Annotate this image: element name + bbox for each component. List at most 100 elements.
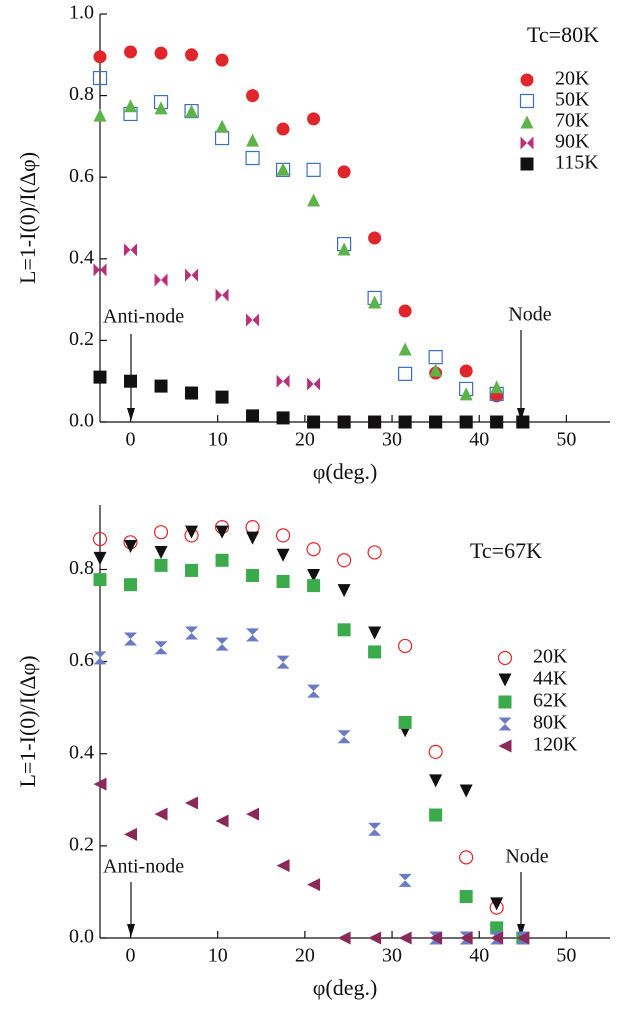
marker bbox=[368, 626, 382, 640]
marker bbox=[276, 574, 290, 588]
marker bbox=[154, 807, 168, 821]
marker bbox=[93, 263, 107, 277]
marker bbox=[154, 641, 168, 655]
marker bbox=[154, 273, 168, 287]
marker bbox=[154, 545, 168, 559]
arrow-head bbox=[517, 924, 525, 937]
marker bbox=[368, 931, 382, 945]
marker bbox=[337, 730, 351, 744]
marker bbox=[429, 415, 443, 429]
marker bbox=[245, 150, 260, 166]
marker bbox=[368, 295, 382, 309]
marker bbox=[153, 525, 169, 540]
marker bbox=[124, 539, 138, 553]
legend-label: 50K bbox=[555, 89, 590, 111]
legend-label: 70K bbox=[555, 110, 590, 132]
x-tick-label: 40 bbox=[469, 945, 489, 967]
annotation: Anti-node bbox=[103, 306, 184, 328]
marker bbox=[215, 53, 229, 67]
marker bbox=[516, 415, 530, 429]
marker bbox=[93, 777, 107, 791]
legend-label: 62K bbox=[533, 690, 568, 712]
arrow-head bbox=[517, 408, 525, 421]
x-tick-label: 0 bbox=[126, 429, 136, 451]
marker bbox=[490, 931, 504, 945]
annotation: Node bbox=[505, 846, 548, 868]
marker bbox=[368, 415, 382, 429]
legend-label: 20K bbox=[555, 68, 590, 90]
marker bbox=[124, 243, 138, 257]
marker bbox=[246, 807, 260, 821]
x-tick-label: 10 bbox=[208, 429, 228, 451]
legend-marker bbox=[497, 650, 513, 666]
marker bbox=[246, 133, 260, 147]
x-axis-title: φ(deg.) bbox=[313, 459, 378, 484]
x-tick-label: 20 bbox=[295, 429, 315, 451]
marker bbox=[337, 931, 351, 945]
marker bbox=[276, 374, 290, 388]
legend-marker bbox=[498, 695, 512, 709]
marker bbox=[368, 822, 382, 836]
marker bbox=[246, 568, 260, 582]
legend-marker bbox=[498, 717, 512, 731]
marker bbox=[246, 313, 260, 327]
x-tick-label: 30 bbox=[382, 429, 402, 451]
marker bbox=[214, 130, 230, 146]
legend-label: 90K bbox=[555, 131, 590, 153]
marker bbox=[154, 101, 168, 115]
y-tick-label: 0.0 bbox=[69, 926, 94, 948]
annotation: Anti-node bbox=[103, 856, 184, 878]
marker bbox=[306, 542, 321, 557]
legend-marker bbox=[520, 136, 534, 150]
marker bbox=[398, 873, 412, 887]
marker bbox=[307, 193, 321, 207]
marker bbox=[367, 545, 382, 560]
marker bbox=[307, 568, 321, 582]
marker bbox=[368, 645, 382, 659]
marker bbox=[215, 637, 229, 651]
legend-marker bbox=[519, 93, 535, 109]
marker bbox=[276, 122, 290, 136]
marker bbox=[337, 242, 351, 256]
marker bbox=[337, 553, 352, 568]
legend-label: 120K bbox=[533, 734, 578, 756]
marker bbox=[459, 387, 473, 401]
marker bbox=[92, 70, 108, 86]
y-tick-label: 0.4 bbox=[69, 246, 94, 268]
marker bbox=[246, 89, 260, 103]
marker bbox=[307, 415, 321, 429]
legend-label: 115K bbox=[555, 152, 599, 174]
marker bbox=[215, 390, 229, 404]
marker bbox=[185, 386, 199, 400]
marker bbox=[429, 808, 443, 822]
marker bbox=[215, 288, 229, 302]
marker bbox=[93, 551, 107, 565]
marker bbox=[154, 379, 168, 393]
panel-title: Tc=80K bbox=[527, 22, 599, 47]
marker bbox=[154, 46, 168, 60]
legend-label: 20K bbox=[533, 646, 568, 668]
marker bbox=[337, 584, 351, 598]
marker bbox=[185, 525, 199, 539]
marker bbox=[124, 45, 138, 59]
y-axis-title: L=1-I(0)/I(Δφ) bbox=[15, 655, 40, 787]
marker bbox=[307, 112, 321, 126]
y-tick-label: 0.4 bbox=[69, 741, 94, 763]
marker bbox=[398, 366, 413, 381]
y-axis-title: L=1-I(0)/I(Δφ) bbox=[15, 152, 40, 284]
arrow-head bbox=[127, 924, 135, 937]
x-tick-label: 20 bbox=[295, 945, 315, 967]
marker bbox=[306, 162, 321, 177]
legend-marker bbox=[498, 739, 512, 753]
marker bbox=[93, 108, 107, 122]
marker bbox=[398, 342, 412, 356]
annotation: Node bbox=[508, 304, 551, 326]
marker bbox=[337, 623, 351, 637]
x-tick-label: 50 bbox=[556, 945, 576, 967]
marker bbox=[215, 814, 229, 828]
legend-marker bbox=[520, 157, 534, 171]
marker bbox=[92, 531, 108, 547]
marker bbox=[398, 304, 412, 318]
marker bbox=[185, 563, 199, 577]
marker bbox=[490, 415, 504, 429]
